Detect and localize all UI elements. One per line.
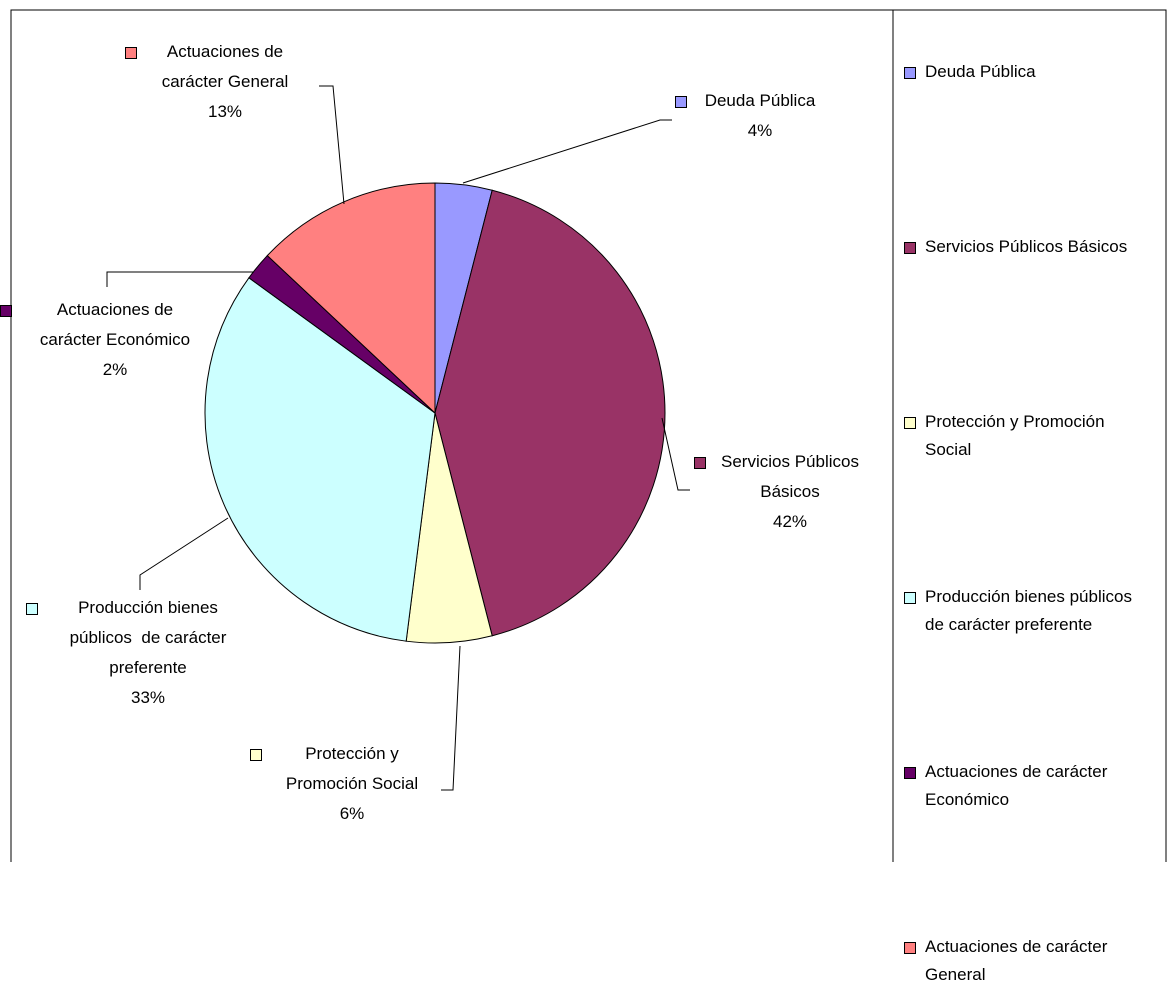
slice-label-key [0,305,12,317]
slice-label-key [250,749,262,761]
leader-line [441,645,461,791]
slice-label: Actuaciones de carácter General 13% [143,37,308,127]
slice-label-value: 6% [339,804,365,823]
slice-label-key [675,96,687,108]
slice-label-name: Actuaciones de carácter General [161,42,289,91]
legend-key [904,417,916,429]
legend-entry: Deuda Pública [925,62,1036,81]
pie [204,182,666,644]
slice-label-key [125,47,137,59]
legend-entry: Producción bienes públicos de carácter p… [925,587,1142,634]
leader-line [139,517,229,590]
legend-key [904,592,916,604]
slice-label: Producción bienes públicos de carácter p… [48,593,248,713]
legend-entry: Servicios Públicos Básicos [925,237,1128,256]
legend-key [904,942,916,954]
leader-lines [106,85,690,791]
page: (() => { const data = JSON.parse(documen… [0,9,1167,984]
pie-slice [434,189,666,637]
leader-line [319,85,345,205]
slice-label-name: Deuda Pública [704,91,816,110]
legend-key [904,242,916,254]
slice-label-key [26,603,38,615]
slice-label-value: 4% [747,121,773,140]
slice-label: Protección y Promoción Social 6% [272,739,432,829]
legend-entry: Actuaciones de carácter Económico [925,762,1113,809]
chart [10,9,1167,862]
slice-label: Actuaciones de carácter Económico 2% [25,295,205,385]
slice-label-value: 13% [207,102,243,121]
slice-label-value: 2% [102,360,128,379]
slice-label-name: Servicios Públicos Básicos [721,452,864,501]
pie-slice [204,277,436,642]
slice-label-name: Producción bienes públicos de carácter p… [69,598,232,677]
slice-label-name: Protección y Promoción Social [285,744,419,793]
slice-label: Servicios Públicos Básicos 42% [703,447,878,537]
legend-key [904,767,916,779]
chart-border [10,9,1167,862]
leader-line [106,271,254,287]
slice-label-name: Actuaciones de carácter Económico [39,300,191,349]
leader-line [661,417,690,491]
slice-label-key [694,457,706,469]
legend-key [904,67,916,79]
slice-label-value: 42% [772,512,808,531]
legend-entry: Actuaciones de carácter General [925,937,1113,984]
leader-line [462,119,672,184]
legend-entry: Protección y Promoción Social [925,412,1110,459]
slice-label-value: 33% [130,688,166,707]
slice-label: Deuda Pública 4% [685,86,835,146]
